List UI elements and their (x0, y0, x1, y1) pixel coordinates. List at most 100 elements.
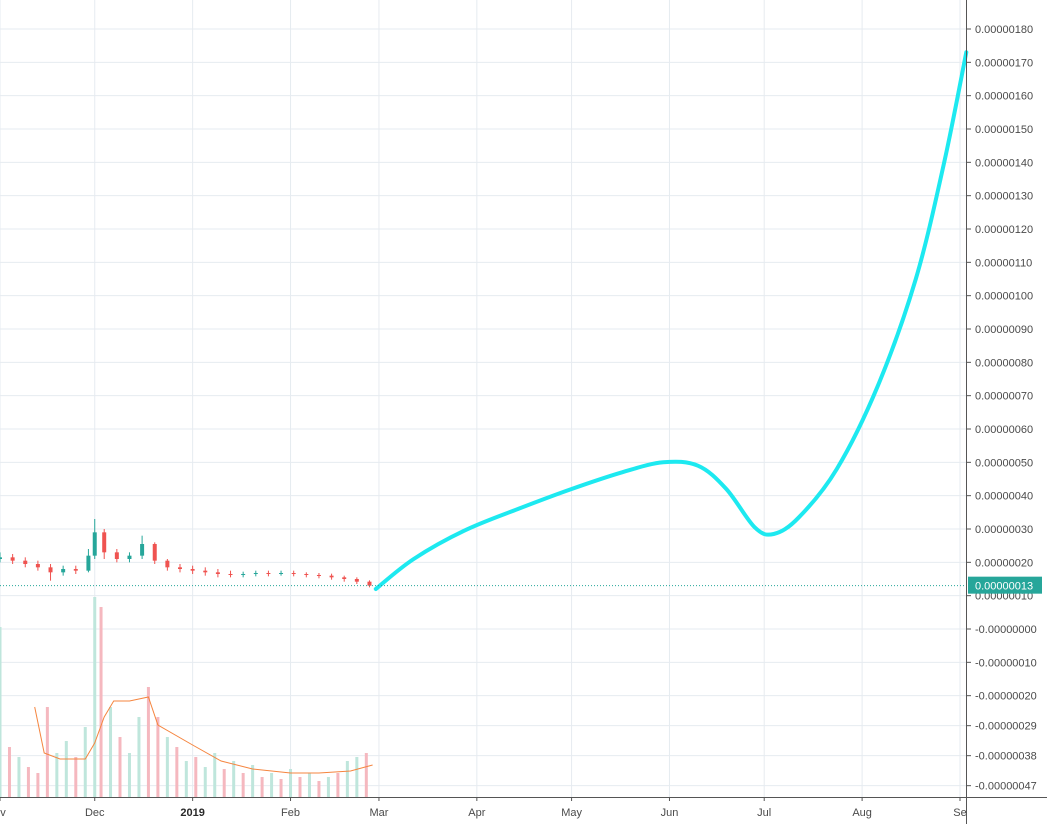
candle-body (73, 569, 78, 571)
volume-bar (146, 687, 150, 797)
volume-ma-line (34, 696, 373, 774)
volume-bar (7, 747, 11, 797)
price-tick-label: 0.00000130 (975, 191, 1033, 203)
candle-body (127, 555, 132, 559)
volume-bar (194, 757, 198, 797)
volume-bar (184, 761, 188, 797)
price-tick-label: -0.00000029 (975, 721, 1037, 733)
volume-bar (307, 773, 311, 797)
price-badge-bg (968, 576, 1042, 594)
volume-bar (355, 757, 359, 797)
candle-body (23, 560, 28, 564)
candle-body (304, 574, 309, 575)
price-tick-label: 0.00000060 (975, 424, 1033, 436)
candle-body (178, 567, 182, 569)
volume-bar (45, 707, 49, 797)
volume-bar (326, 777, 330, 797)
time-tick-label: May (561, 807, 582, 819)
candle-body (228, 574, 233, 575)
time-tick-label: Aug (852, 807, 872, 819)
volume-bar (232, 761, 236, 797)
time-tick-label: Dec (85, 807, 105, 819)
volume-bar (74, 757, 78, 797)
price-tick-label: 0.00000070 (975, 391, 1033, 403)
candle-body (291, 573, 296, 574)
volume-bar (55, 753, 59, 797)
time-tick-label: Se (953, 807, 966, 819)
volume-bar (364, 753, 368, 797)
volume-bar (93, 597, 97, 797)
candle-body (61, 569, 66, 573)
volume-bar (213, 753, 217, 797)
volume-bar (289, 769, 293, 797)
candle-body (342, 577, 347, 579)
volume-bar (260, 777, 264, 797)
candle-body (190, 569, 195, 571)
volume-bar (251, 765, 255, 797)
volume-bar (336, 773, 340, 797)
volume-bar (99, 607, 103, 797)
volume-bar (175, 747, 179, 797)
time-tick-label: Apr (468, 807, 485, 819)
volume-bar (26, 767, 30, 797)
volume-bar (203, 767, 207, 797)
candle-body (316, 575, 321, 576)
candle-body (86, 555, 91, 571)
candle-body (102, 532, 107, 553)
candle-body (114, 552, 119, 559)
time-tick-label: Jul (757, 807, 771, 819)
price-tick-label: 0.00000090 (975, 324, 1033, 336)
price-tick-label: -0.00000020 (975, 691, 1037, 703)
volume-bar (118, 737, 122, 797)
volume-bar (298, 777, 302, 797)
projection-line (373, 50, 969, 591)
price-tick-label: -0.00000010 (975, 657, 1037, 669)
price-tick-label: -0.00000047 (975, 781, 1037, 793)
price-tick-label: 0.00000140 (975, 157, 1033, 169)
candle-body (152, 544, 157, 561)
grid-lines (0, 0, 966, 797)
volume-bar (156, 717, 160, 797)
volume-bar (222, 769, 226, 797)
price-tick-label: 0.00000080 (975, 357, 1033, 369)
price-tick-label: -0.00000038 (975, 751, 1037, 763)
volume-bar (137, 717, 141, 797)
volume-bars (0, 597, 368, 797)
volume-bar (64, 741, 68, 797)
volume-bar (0, 627, 2, 797)
candle-body (203, 570, 208, 573)
volume-bar (317, 781, 321, 797)
volume-bar (109, 707, 113, 797)
price-tick-label: 0.00000040 (975, 491, 1033, 503)
time-axis-labels[interactable]: ov Dec 2019 Feb Mar Apr May Jun Jul Aug Se (0, 797, 967, 819)
price-badge-label: 0.00000013 (975, 581, 1033, 593)
price-tick-label: 0.00000160 (975, 91, 1033, 103)
price-axis-labels[interactable]: 0.00000180 0.00000170 0.00000160 0.00000150… (966, 24, 1037, 793)
volume-bar (270, 773, 274, 797)
volume-bar (17, 757, 21, 797)
candle-body (165, 560, 170, 568)
time-tick-label: Mar (369, 807, 388, 819)
volume-bar (127, 753, 131, 797)
candle-body (241, 574, 246, 575)
price-tick-label: 0.00000020 (975, 557, 1033, 569)
price-tick-label: 0.00000100 (975, 291, 1033, 303)
volume-bar (165, 737, 169, 797)
candle-body (140, 544, 145, 556)
volume-bar (279, 779, 283, 797)
price-tick-label: 0.00000030 (975, 524, 1033, 536)
candle-body (279, 573, 284, 574)
price-tick-label: 0.00000180 (975, 24, 1033, 36)
price-tick-label: -0.00000000 (975, 624, 1037, 636)
candle-body (266, 573, 271, 574)
candle-body (215, 572, 220, 574)
current-price-badge: 0.00000013 (968, 576, 1042, 594)
candle-body (35, 564, 40, 568)
time-tick-label: 2019 (180, 807, 204, 819)
candle-body (329, 575, 334, 578)
volume-bar (241, 773, 245, 797)
price-tick-label: 0.00000110 (975, 257, 1032, 269)
